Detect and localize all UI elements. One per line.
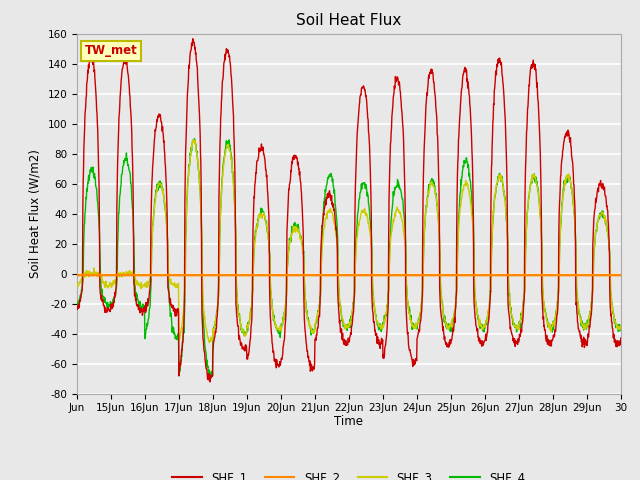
X-axis label: Time: Time [334, 415, 364, 428]
Y-axis label: Soil Heat Flux (W/m2): Soil Heat Flux (W/m2) [29, 149, 42, 278]
Text: TW_met: TW_met [85, 44, 138, 58]
Title: Soil Heat Flux: Soil Heat Flux [296, 13, 401, 28]
Legend: SHF_1, SHF_2, SHF_3, SHF_4: SHF_1, SHF_2, SHF_3, SHF_4 [168, 466, 530, 480]
